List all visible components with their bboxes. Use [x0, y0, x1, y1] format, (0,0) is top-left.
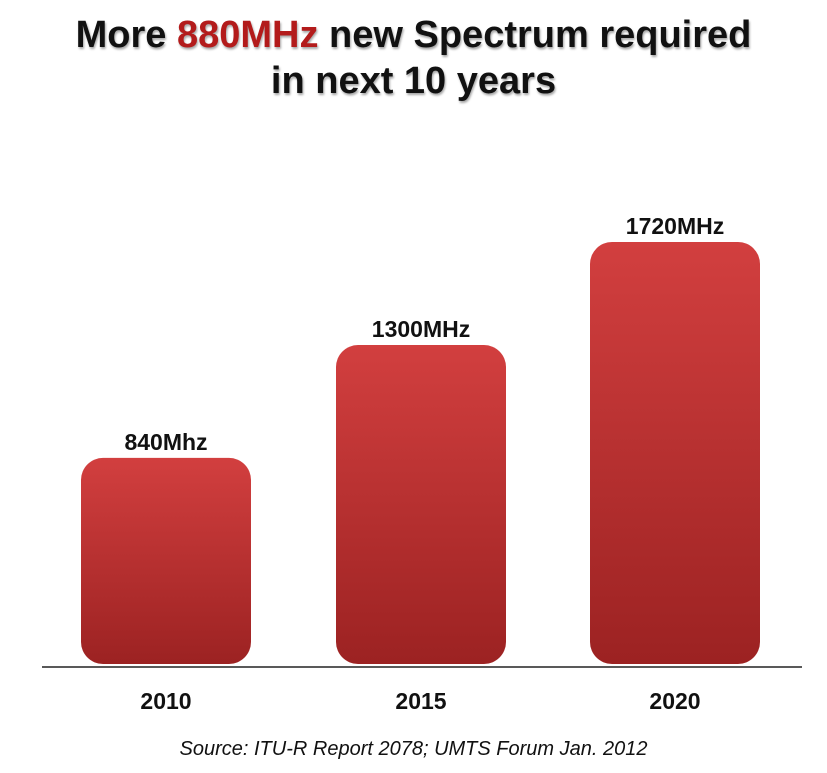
data-label-2020: 1720MHz	[626, 213, 724, 239]
labels-group: 840Mhz 2010 1300MHz 2015 1720MHz 2020	[124, 213, 724, 714]
title-line1-suffix: new Spectrum required	[318, 14, 752, 56]
bar-2015	[336, 345, 506, 664]
title-prefix: More	[75, 14, 177, 56]
data-label-2010: 840Mhz	[124, 429, 207, 455]
bar-2020	[590, 242, 760, 664]
title-highlight: 880MHz	[176, 14, 319, 56]
source-note: Source: ITU-R Report 2078; UMTS Forum Ja…	[179, 738, 648, 760]
x-tick-label-2015: 2015	[395, 688, 446, 714]
chart-title: More 880MHz new Spectrum required in nex…	[0, 12, 827, 104]
x-tick-label-2020: 2020	[649, 688, 700, 714]
bars-group	[81, 242, 760, 664]
data-label-2015: 1300MHz	[372, 316, 470, 342]
title-line-2: in next 10 years	[270, 60, 557, 102]
bar-2010	[81, 457, 251, 664]
title-line-1: More 880MHz new Spectrum required	[0, 12, 827, 58]
x-tick-label-2010: 2010	[140, 688, 191, 714]
